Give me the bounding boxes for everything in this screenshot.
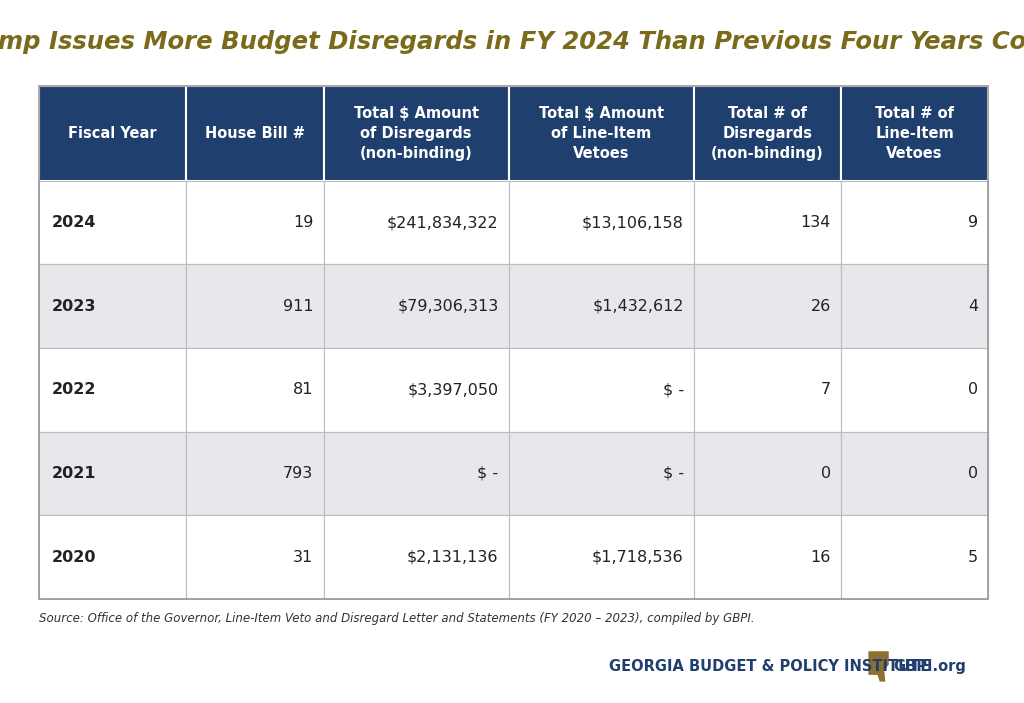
Text: 793: 793 bbox=[284, 466, 313, 481]
Text: $3,397,050: $3,397,050 bbox=[408, 382, 499, 397]
Text: $241,834,322: $241,834,322 bbox=[387, 215, 499, 230]
Text: 0: 0 bbox=[968, 382, 978, 397]
Text: Total $ Amount
of Line-Item
Vetoes: Total $ Amount of Line-Item Vetoes bbox=[539, 106, 664, 160]
Text: 16: 16 bbox=[810, 550, 830, 565]
Text: 26: 26 bbox=[811, 299, 830, 314]
Text: 0: 0 bbox=[968, 466, 978, 481]
Text: $1,718,536: $1,718,536 bbox=[592, 550, 684, 565]
Text: 4: 4 bbox=[968, 299, 978, 314]
Text: $13,106,158: $13,106,158 bbox=[582, 215, 684, 230]
Text: $ -: $ - bbox=[663, 466, 684, 481]
Text: 81: 81 bbox=[293, 382, 313, 397]
Text: 134: 134 bbox=[801, 215, 830, 230]
Text: Fiscal Year: Fiscal Year bbox=[69, 126, 157, 141]
Text: Total # of
Line-Item
Vetoes: Total # of Line-Item Vetoes bbox=[876, 106, 954, 160]
Text: GBPI.org: GBPI.org bbox=[893, 659, 966, 674]
Text: Total # of
Disregards
(non-binding): Total # of Disregards (non-binding) bbox=[711, 106, 824, 160]
Text: Gov. Kemp Issues More Budget Disregards in FY 2024 Than Previous Four Years Comb: Gov. Kemp Issues More Budget Disregards … bbox=[0, 30, 1024, 53]
Polygon shape bbox=[868, 651, 889, 682]
Text: 2021: 2021 bbox=[52, 466, 96, 481]
Text: $79,306,313: $79,306,313 bbox=[397, 299, 499, 314]
Text: Source: Office of the Governor, Line-Item Veto and Disregard Letter and Statemen: Source: Office of the Governor, Line-Ite… bbox=[39, 612, 755, 624]
Text: 7: 7 bbox=[820, 382, 830, 397]
Text: 9: 9 bbox=[968, 215, 978, 230]
Text: 0: 0 bbox=[820, 466, 830, 481]
Text: 2024: 2024 bbox=[52, 215, 96, 230]
Text: $1,432,612: $1,432,612 bbox=[592, 299, 684, 314]
Text: House Bill #: House Bill # bbox=[205, 126, 305, 141]
Text: $ -: $ - bbox=[477, 466, 499, 481]
Text: $2,131,136: $2,131,136 bbox=[408, 550, 499, 565]
Text: $ -: $ - bbox=[663, 382, 684, 397]
Text: 911: 911 bbox=[283, 299, 313, 314]
Text: Total $ Amount
of Disregards
(non-binding): Total $ Amount of Disregards (non-bindin… bbox=[353, 106, 479, 160]
Text: 2022: 2022 bbox=[52, 382, 96, 397]
Text: 31: 31 bbox=[293, 550, 313, 565]
Text: GEORGIA BUDGET & POLICY INSTITUTE: GEORGIA BUDGET & POLICY INSTITUTE bbox=[609, 659, 941, 674]
Text: 19: 19 bbox=[293, 215, 313, 230]
Text: 5: 5 bbox=[968, 550, 978, 565]
Text: 2020: 2020 bbox=[52, 550, 96, 565]
Text: 2023: 2023 bbox=[52, 299, 96, 314]
